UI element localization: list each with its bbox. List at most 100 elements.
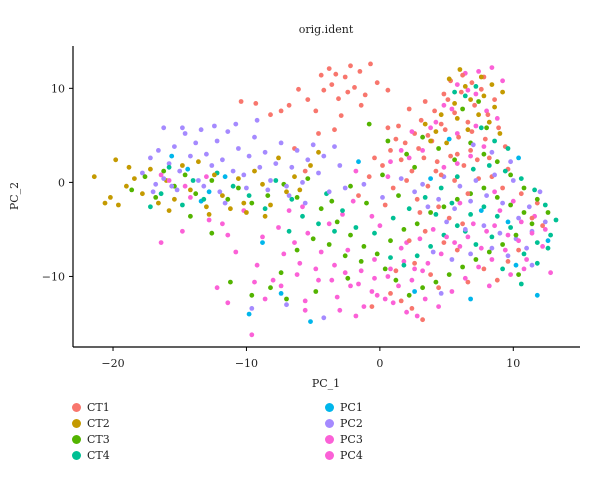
data-point-pc3 — [180, 228, 185, 234]
data-point-pc2 — [244, 185, 249, 191]
data-point-pc2 — [542, 219, 548, 225]
data-point-ct3 — [361, 244, 367, 249]
data-point-pc3 — [374, 292, 380, 298]
x-tick-label: 0 — [376, 357, 383, 370]
data-point-ct1 — [441, 91, 447, 97]
data-point-ct1 — [268, 112, 273, 118]
data-point-pc4 — [409, 129, 415, 135]
data-point-pc3 — [204, 174, 209, 180]
data-point-ct4 — [289, 196, 295, 202]
data-point-pc2 — [249, 306, 255, 311]
data-point-ct1 — [469, 129, 475, 135]
data-point-pc4 — [540, 244, 545, 249]
data-point-pc2 — [174, 187, 180, 193]
data-point-pc4 — [457, 244, 463, 249]
data-point-ct3 — [348, 183, 353, 189]
data-point-pc2 — [265, 187, 271, 193]
data-point-ct1 — [418, 117, 424, 123]
data-point-ct3 — [249, 200, 255, 206]
data-point-ct4 — [481, 204, 487, 210]
data-point-ct1 — [425, 183, 431, 189]
legend-item-pc4: PC4 — [325, 447, 363, 463]
data-point-ct3 — [401, 227, 407, 232]
data-point-pc2 — [516, 215, 521, 221]
data-point-ct2 — [126, 164, 132, 170]
data-point-ct3 — [420, 285, 425, 291]
data-point-pc4 — [342, 270, 348, 276]
data-point-ct3 — [334, 219, 340, 225]
data-point-pc1 — [206, 189, 212, 195]
data-point-ct1 — [529, 215, 535, 221]
data-point-pc4 — [484, 228, 489, 234]
data-point-ct4 — [508, 225, 513, 230]
data-point-pc4 — [313, 266, 319, 272]
data-point-pc3 — [385, 274, 391, 279]
data-point-ct3 — [521, 210, 527, 215]
data-point-pc3 — [425, 260, 431, 266]
data-point-ct3 — [516, 272, 521, 277]
data-point-ct2 — [481, 93, 487, 99]
data-point-pc2 — [481, 223, 487, 229]
legend-label: CT1 — [87, 400, 110, 414]
data-point-pc3 — [260, 234, 265, 240]
data-point-pc4 — [486, 283, 492, 289]
data-point-ct4 — [148, 204, 153, 210]
data-point-pc4 — [428, 125, 433, 131]
data-point-ct4 — [454, 223, 460, 229]
data-point-pc3 — [353, 168, 359, 174]
data-point-ct3 — [326, 242, 332, 247]
data-point-pc2 — [289, 164, 295, 170]
data-point-ct1 — [516, 247, 521, 253]
data-point-ct1 — [366, 174, 372, 180]
data-point-ct1 — [326, 66, 332, 71]
data-point-pc3 — [278, 283, 284, 289]
data-point-ct4 — [486, 163, 492, 168]
data-point-ct4 — [158, 191, 164, 197]
data-point-ct3 — [249, 292, 255, 298]
data-point-ct4 — [273, 178, 279, 183]
legend-marker — [325, 402, 334, 412]
data-point-pc2 — [268, 178, 273, 183]
data-point-pc2 — [196, 178, 201, 183]
data-point-ct2 — [462, 84, 468, 89]
legend-item-ct2: CT2 — [72, 415, 110, 431]
data-point-ct1 — [380, 163, 385, 168]
legend-marker — [72, 450, 81, 460]
data-point-ct1 — [421, 155, 427, 161]
y-axis-title: PC_2 — [8, 182, 21, 210]
data-point-ct1 — [332, 127, 337, 133]
data-point-pc2 — [462, 227, 468, 232]
data-point-ct3 — [476, 99, 481, 104]
data-point-ct2 — [454, 116, 460, 121]
data-point-ct2 — [196, 159, 201, 165]
data-point-ct1 — [422, 99, 428, 104]
data-point-pc2 — [220, 157, 225, 163]
data-point-ct2 — [148, 166, 153, 172]
data-point-pc2 — [484, 193, 489, 199]
data-point-ct3 — [436, 146, 441, 151]
data-point-pc2 — [217, 189, 223, 195]
data-point-ct1 — [409, 306, 415, 311]
data-point-pc3 — [302, 298, 308, 304]
data-point-ct3 — [382, 266, 388, 272]
data-point-ct3 — [182, 172, 188, 178]
data-point-ct1 — [316, 131, 321, 136]
legend-label: PC3 — [340, 432, 363, 446]
data-point-ct2 — [262, 213, 268, 219]
data-point-pc4 — [396, 283, 401, 289]
data-point-pc3 — [404, 309, 409, 315]
data-point-pc2 — [468, 251, 473, 257]
data-point-pc3 — [473, 123, 479, 129]
data-point-pc4 — [350, 198, 356, 204]
data-point-pc3 — [214, 285, 220, 291]
data-point-ct4 — [230, 183, 236, 189]
data-point-pc1 — [545, 238, 551, 244]
data-point-pc2 — [166, 161, 172, 167]
data-point-pc4 — [468, 153, 473, 159]
x-axis-title: PC_1 — [312, 377, 340, 390]
data-point-pc2 — [412, 189, 417, 195]
data-point-pc4 — [270, 277, 276, 283]
data-point-ct1 — [333, 71, 339, 77]
data-point-pc3 — [158, 240, 164, 246]
data-point-ct3 — [521, 185, 527, 191]
